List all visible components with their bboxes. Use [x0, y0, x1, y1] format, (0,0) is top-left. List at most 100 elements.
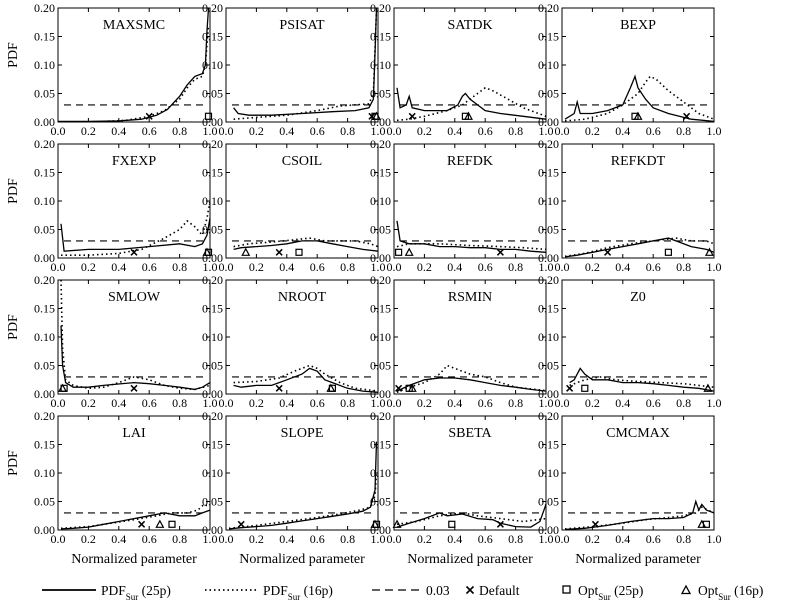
x-tick-label: 0.2 [81, 260, 96, 274]
x-tick-label: 0.4 [615, 396, 630, 410]
x-tick-label: 0.8 [508, 124, 523, 138]
y-tick-label: 0.15 [34, 438, 55, 452]
opt16-marker [202, 247, 212, 256]
y-tick-label: 0.15 [34, 302, 55, 316]
x-tick-label: 0.8 [172, 260, 187, 274]
x-tick-label: 0.2 [81, 124, 96, 138]
x-tick-label: 1.0 [707, 396, 722, 410]
y-tick-label: 0.15 [370, 302, 391, 316]
opt25-marker [664, 248, 673, 256]
x-tick-label: 1.0 [539, 124, 554, 138]
x-tick-label: 1.0 [371, 124, 386, 138]
y-tick-label: 0.15 [202, 438, 223, 452]
y-tick-label: 0.10 [538, 466, 559, 480]
y-tick-label: 0.05 [370, 495, 391, 509]
default-marker [130, 384, 138, 392]
x-tick-label: 0.8 [340, 396, 355, 410]
y-tick-label: 0.10 [34, 194, 55, 208]
x-tick-label: 0.2 [585, 124, 600, 138]
pdf16-series [396, 243, 547, 251]
panel-frame [57, 7, 211, 123]
panel-frame [393, 7, 547, 123]
x-tick-label: 0.0 [219, 124, 234, 138]
default-marker [496, 248, 504, 256]
x-tick-label: 0.0 [51, 260, 66, 274]
default-marker-stroke [591, 520, 599, 528]
x-tick-label: 0.8 [508, 396, 523, 410]
x-tick-label: 0.6 [310, 532, 325, 546]
y-tick-label: 0.05 [538, 223, 559, 237]
pdf25-series [233, 367, 379, 393]
x-tick-label: 1.0 [203, 260, 218, 274]
x-tick-label: 1.0 [707, 260, 722, 274]
y-tick-label: 0.00 [370, 523, 391, 537]
pdf16-series [61, 200, 211, 256]
pdf25-series [233, 7, 378, 116]
x-tick-label: 0.2 [417, 124, 432, 138]
x-tick-label: 1.0 [371, 396, 386, 410]
panel-frame [225, 7, 379, 123]
y-tick-label: 0.05 [202, 223, 223, 237]
y-tick-label: 0.10 [202, 466, 223, 480]
default-marker [130, 248, 138, 256]
x-tick-label: 0.6 [478, 396, 493, 410]
default-marker-stroke [395, 384, 403, 392]
x-tick-label: 0.4 [279, 396, 294, 410]
panel-satdk: 0.00 0.05 0.10 0.15 0.20 0.0 0.2 0.4 0.6 0.8 1.0 SA… [370, 1, 554, 138]
x-tick-label: 0.2 [249, 396, 264, 410]
y-tick-label: 0.20 [202, 273, 223, 287]
y-tick-label: 0.20 [370, 273, 391, 287]
y-tick-label: 0.10 [370, 194, 391, 208]
y-tick-label: 0.20 [370, 137, 391, 151]
x-tick-label: 0.8 [508, 532, 523, 546]
y-tick-label: 0.10 [370, 466, 391, 480]
x-tick-label: 0.6 [646, 124, 661, 138]
panel-title: FXEXP [112, 154, 157, 169]
legend-default-label: Default [479, 583, 520, 598]
pdf25-series [60, 325, 211, 391]
y-tick-label: 0.10 [34, 58, 55, 72]
x-tick-label: 1.0 [203, 532, 218, 546]
x-tick-label: 0.8 [340, 532, 355, 546]
x-tick-label: 0.0 [51, 124, 66, 138]
x-tick-label: 0.6 [646, 532, 661, 546]
x-tick-label: 1.0 [371, 260, 386, 274]
y-tick-label: 0.20 [34, 273, 55, 287]
opt16-marker [392, 519, 402, 528]
y-tick-label: 0.05 [202, 495, 223, 509]
pdf25-series [564, 74, 715, 123]
x-tick-label: 0.4 [615, 260, 630, 274]
pdf25-series [58, 7, 210, 123]
opt16-marker [370, 519, 380, 528]
y-axis-label: PDF [6, 178, 21, 204]
x-tick-label: 0.8 [340, 260, 355, 274]
x-tick-label: 0.6 [478, 532, 493, 546]
opt16-marker [463, 111, 473, 120]
panel-grid: 0.000.050.100.150.200.0 0.2 0.4 0.6 0.8 1.0MA… [6, 1, 722, 567]
panel-title: REFDK [447, 154, 493, 169]
x-tick-label: 0.0 [387, 532, 402, 546]
default-marker [591, 520, 599, 528]
pdf25-series [396, 377, 547, 392]
pdf25-series [60, 509, 211, 530]
y-tick-label: 0.05 [202, 359, 223, 373]
y-tick-label: 0.00 [202, 251, 223, 265]
pdf25-series [228, 441, 378, 530]
panel-rsmin: 0.00 0.05 0.10 0.15 0.20 0.0 0.2 0.4 0.6 0.8 1.0 RS… [370, 273, 554, 410]
y-tick-label: 0.00 [34, 115, 55, 129]
y-tick-label: 0.05 [538, 495, 559, 509]
x-tick-label: 0.2 [585, 260, 600, 274]
panel-title: SLOPE [281, 426, 324, 441]
panel-title: MAXSMC [103, 18, 165, 33]
default-marker-stroke [496, 248, 504, 256]
y-tick-label: 0.15 [370, 438, 391, 452]
y-tick-label: 0.05 [370, 359, 391, 373]
y-tick-label: 0.10 [202, 330, 223, 344]
opt16-marker [407, 383, 417, 392]
y-tick-label: 0.15 [202, 302, 223, 316]
pdf25-series [396, 87, 547, 120]
default-marker [275, 384, 283, 392]
x-axis-label: Normalized parameter [575, 552, 701, 567]
y-tick-label: 0.05 [34, 223, 55, 237]
panel-title: CMCMAX [606, 426, 670, 441]
